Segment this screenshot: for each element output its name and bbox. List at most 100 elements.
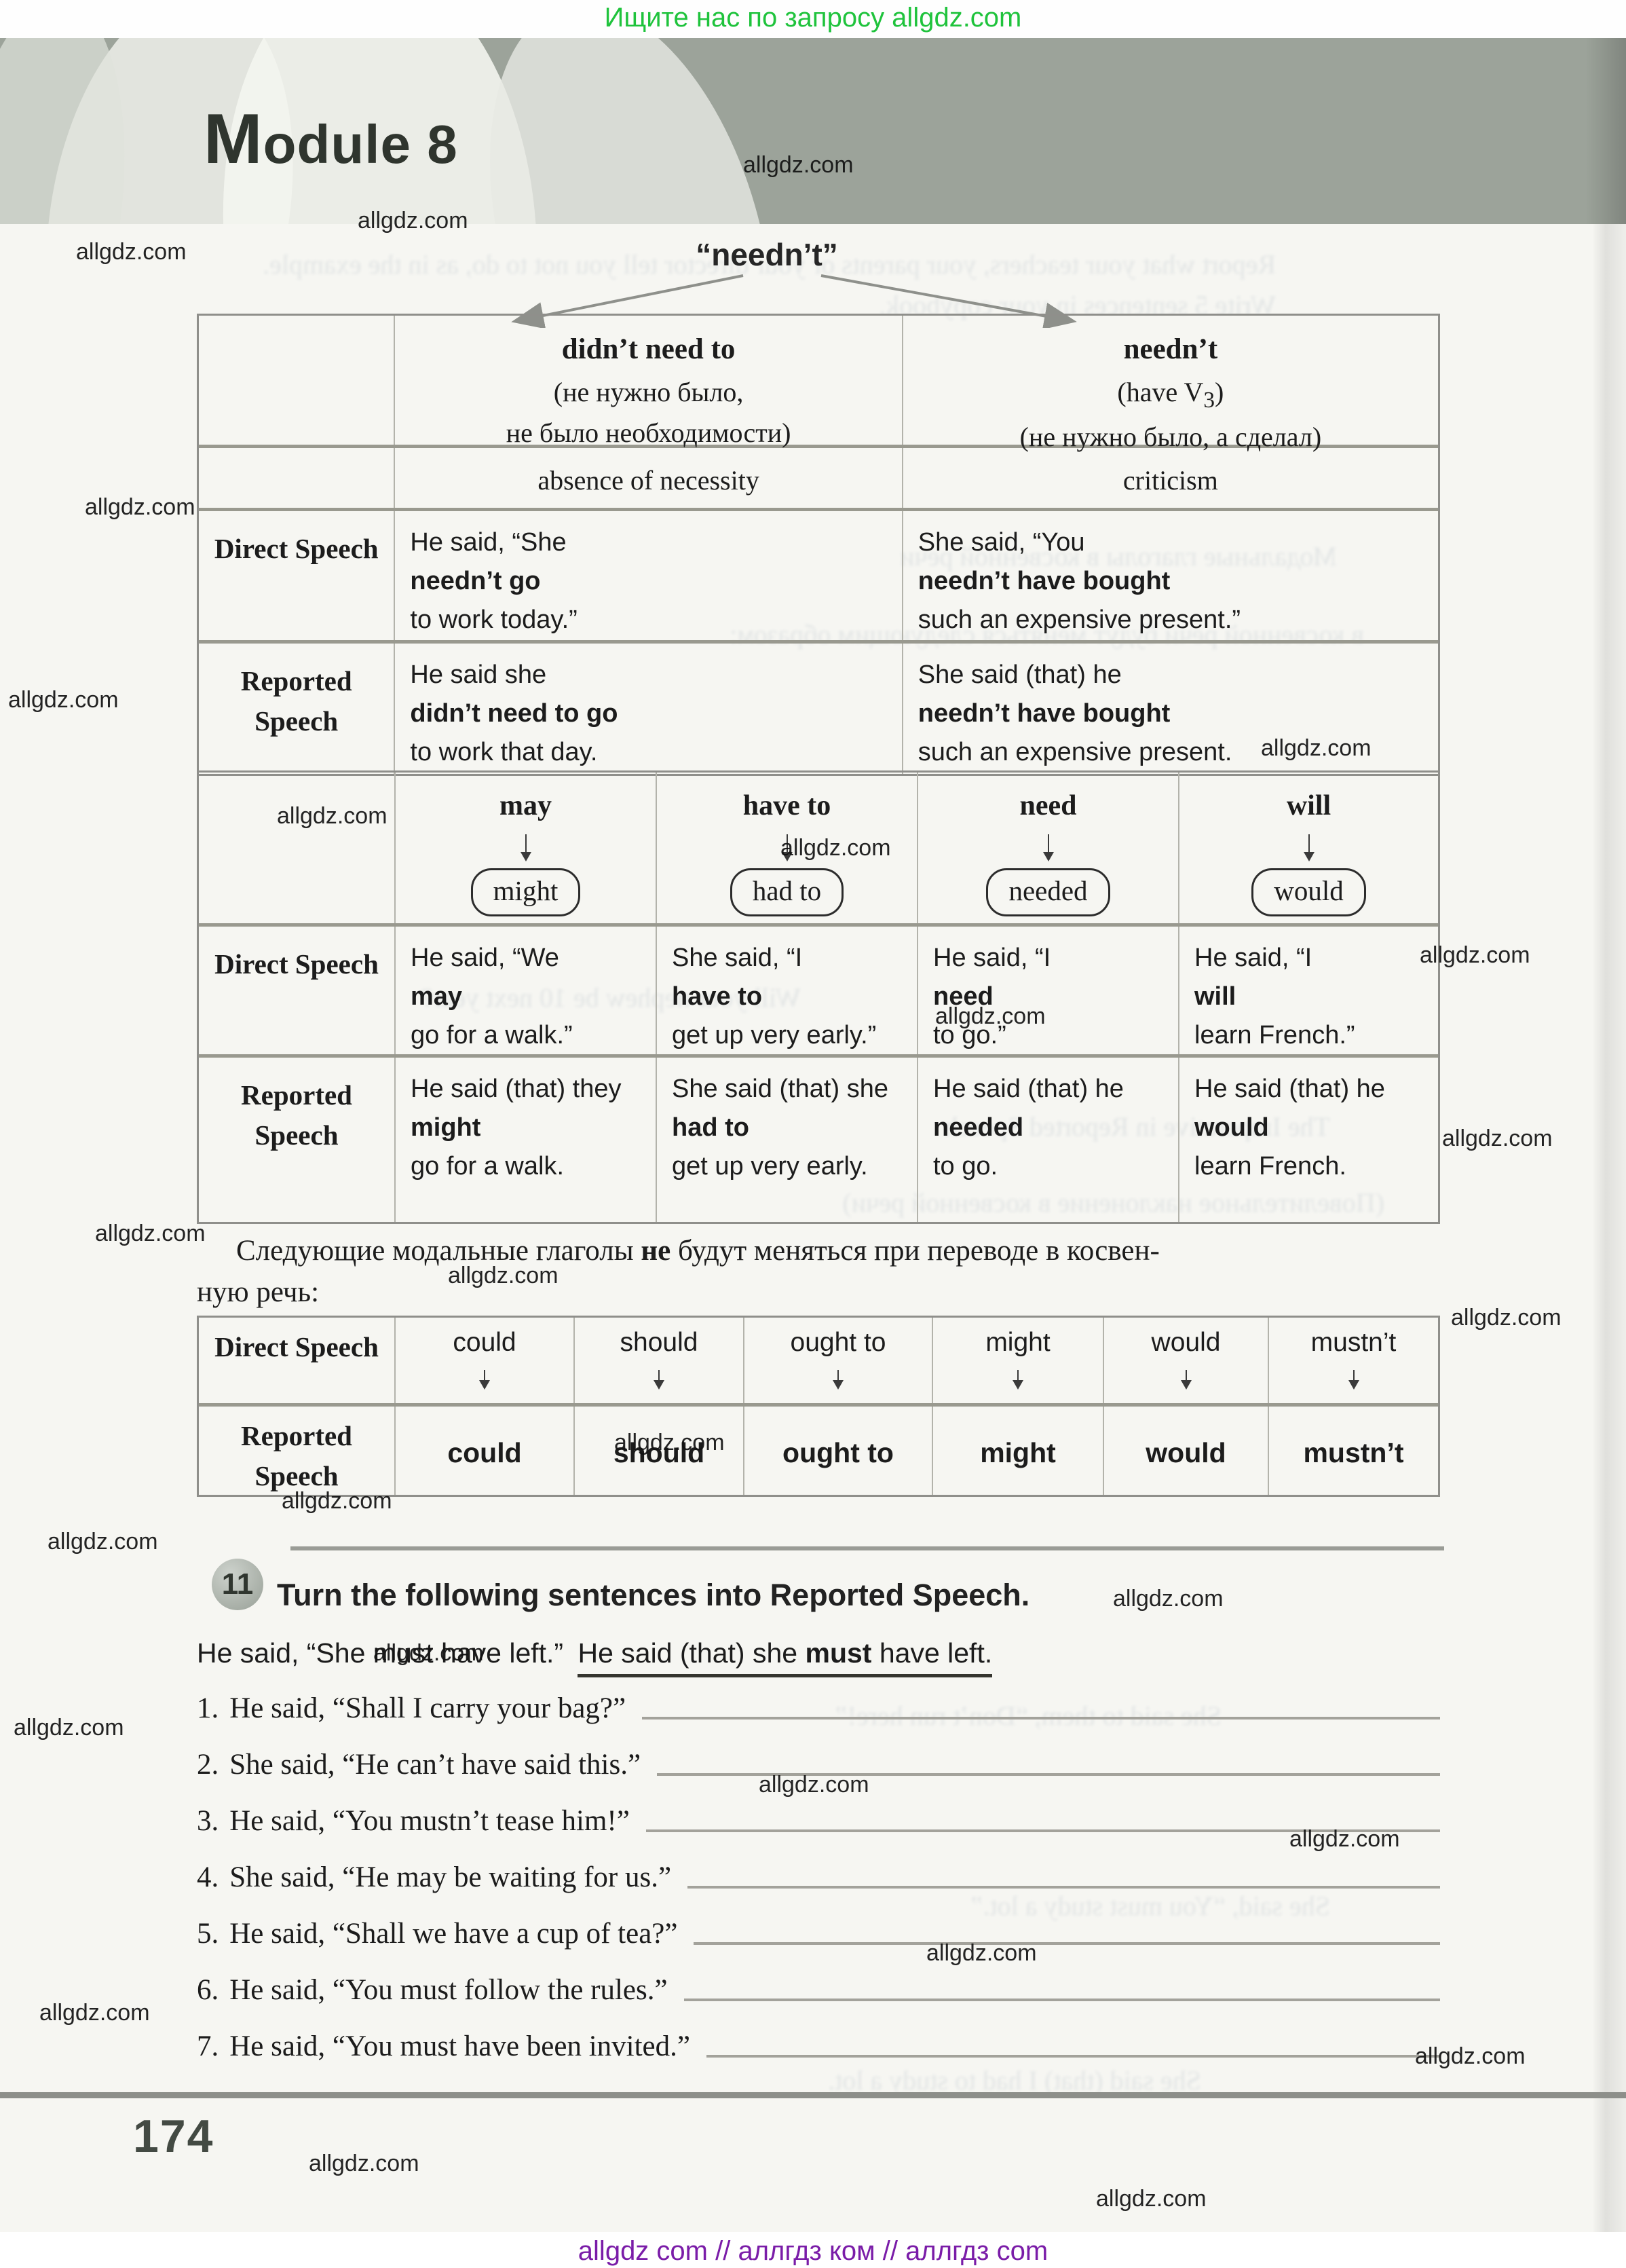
section-divider [290,1546,1444,1550]
modal-to-boxed: had to [730,868,844,916]
reported-speech-cell: He said (that) they might go for a walk. [396,1058,657,1222]
modal-word-reported: should [575,1407,744,1495]
table-row: Reported Speech He said (that) they migh… [199,1058,1438,1222]
usage-cell: absence of necessity [395,448,903,508]
unchanged-modals-table: Direct Speech could should ought to migh… [197,1316,1440,1497]
exercise-item: 5. He said, “Shall we have a cup of tea?… [197,1917,1440,1950]
column-note: (не нужно было, [553,376,744,407]
watermark: allgdz.com [282,1488,392,1514]
item-sentence: He said, “Shall we have a cup of tea?” [229,1918,678,1950]
reported-speech-label: Reported Speech [199,1058,396,1222]
column-title: needn’t [1123,333,1218,365]
neednt-branch-arrows [511,274,1077,328]
watermark: allgdz.com [1261,735,1372,761]
reported-speech-cell: He said she didn’t need to go to work th… [395,644,903,774]
modal-header-cell: may might [396,773,657,923]
watermark: allgdz.com [743,152,854,178]
direct-speech-label: Direct Speech [199,1318,396,1403]
watermark: allgdz.com [759,1772,869,1798]
modal-word-reported: might [933,1407,1104,1495]
exercise-item: 1. He said, “Shall I carry your bag?” [197,1692,1440,1725]
direct-speech-label: Direct Speech [199,927,396,1054]
modal-cell: ought to [744,1318,933,1403]
watermark: allgdz.com [8,687,119,713]
modal-from: may [499,790,552,821]
watermark: allgdz.com [1415,2043,1526,2069]
column-title: didn’t need to [561,333,736,365]
modal-from: will [1286,790,1331,821]
modal-note-paragraph: Следующие модальные глаголы не будут мен… [197,1230,1440,1313]
page-edge-shadow [1592,224,1626,2232]
modal-word: ought to [790,1328,886,1357]
module-title: Module 8 [204,100,458,179]
neednt-table: didn’t need to (не нужно было, не было н… [197,314,1440,776]
watermark: allgdz.com [780,835,891,861]
modal-word-reported: could [396,1407,575,1495]
modal-to-boxed: would [1251,868,1366,916]
watermark: allgdz.com [1442,1126,1553,1151]
exercise-item: 6. He said, “You must follow the rules.” [197,1973,1440,2007]
direct-speech-cell: She said, “You needn’t have bought such … [918,528,1241,634]
down-arrow-icon [781,834,793,861]
answer-blank-line [683,1999,1440,2001]
down-arrow-icon [1348,1369,1359,1390]
down-arrow-icon [520,834,531,861]
watermark: allgdz.com [85,494,195,520]
answer-blank-line [706,2055,1440,2058]
modal-word-reported: ought to [744,1407,933,1495]
direct-speech-cell: He said, “I will learn French.” [1194,944,1355,1049]
watermark: allgdz.com [926,1940,1037,1966]
modal-from: have to [742,790,831,821]
example-answer-underlined: He said (that) she must have left. [578,1637,993,1677]
watermark: allgdz.com [1420,942,1530,968]
watermark: allgdz.com [1451,1305,1562,1331]
column-note: (не нужно было, а сделал) [1019,422,1322,453]
modal-header-cell: need needed [918,773,1179,923]
reported-speech-label: Reported Speech [199,1407,396,1495]
watermark: allgdz.com [373,1640,484,1666]
watermark: allgdz.com [76,239,187,265]
down-arrow-icon [1042,834,1054,861]
watermark: allgdz.com [935,1003,1046,1029]
direct-speech-cell: He said, “We may go for a walk.” [396,927,657,1054]
exercise-number-badge: 11 [212,1559,263,1610]
promo-text: Ищите нас по запросу allgdz.com [604,3,1022,33]
watermark: allgdz.com [309,2151,419,2176]
modal-word: mustn’t [1310,1328,1397,1357]
empty-cell [199,773,396,923]
exercise-item: 2. She said, “He can’t have said this.” [197,1748,1440,1781]
reported-speech-cell: She said (that) she had to get up very e… [657,1058,918,1222]
answer-blank-line [694,1942,1440,1945]
modal-header-cell: will would [1179,773,1438,923]
didnt-need-to-header-cell: didn’t need to (не нужно было, не было н… [395,316,903,448]
table-row: Direct Speech could should ought to migh… [199,1318,1438,1407]
item-number: 7. [197,2030,219,2062]
note-line: ную речь: [197,1276,320,1309]
table-row: Direct Speech He said, “She needn’t go t… [199,511,1438,644]
table-row: absence of necessity criticism [199,448,1438,511]
reported-speech-cell: She said (that) he needn’t have bought s… [918,661,1232,766]
watermark: allgdz.com [448,1263,559,1288]
modal-word: would [1151,1328,1221,1357]
modal-cell: mustn’t [1269,1318,1438,1403]
column-note: не было необходимости) [506,417,791,448]
down-arrow-icon [1013,1369,1023,1390]
down-arrow-icon [1303,834,1315,861]
modal-cell: might [933,1318,1104,1403]
down-arrow-icon [833,1369,844,1390]
exercise-number: 11 [221,1567,254,1601]
exercise-item: 3. He said, “You mustn’t tease him!” [197,1804,1440,1838]
watermark: allgdz.com [1113,1586,1224,1612]
table-row: Reported Speech could should ought to mi… [199,1407,1438,1495]
exercise-example: He said, “She must have left.” He said (… [197,1637,1440,1677]
item-sentence: He said, “Shall I carry your bag?” [229,1692,626,1724]
item-number: 4. [197,1861,219,1893]
watermark: allgdz.com [1096,2186,1207,2212]
answer-blank-line [642,1717,1440,1719]
watermark: allgdz.com [614,1430,725,1455]
watermark: allgdz.com [1289,1826,1400,1852]
bottom-strip [0,2232,1626,2268]
footer-rule [0,2092,1626,2098]
modal-cell: would [1104,1318,1269,1403]
example-direct: He said, “She must have left.” [197,1637,564,1669]
